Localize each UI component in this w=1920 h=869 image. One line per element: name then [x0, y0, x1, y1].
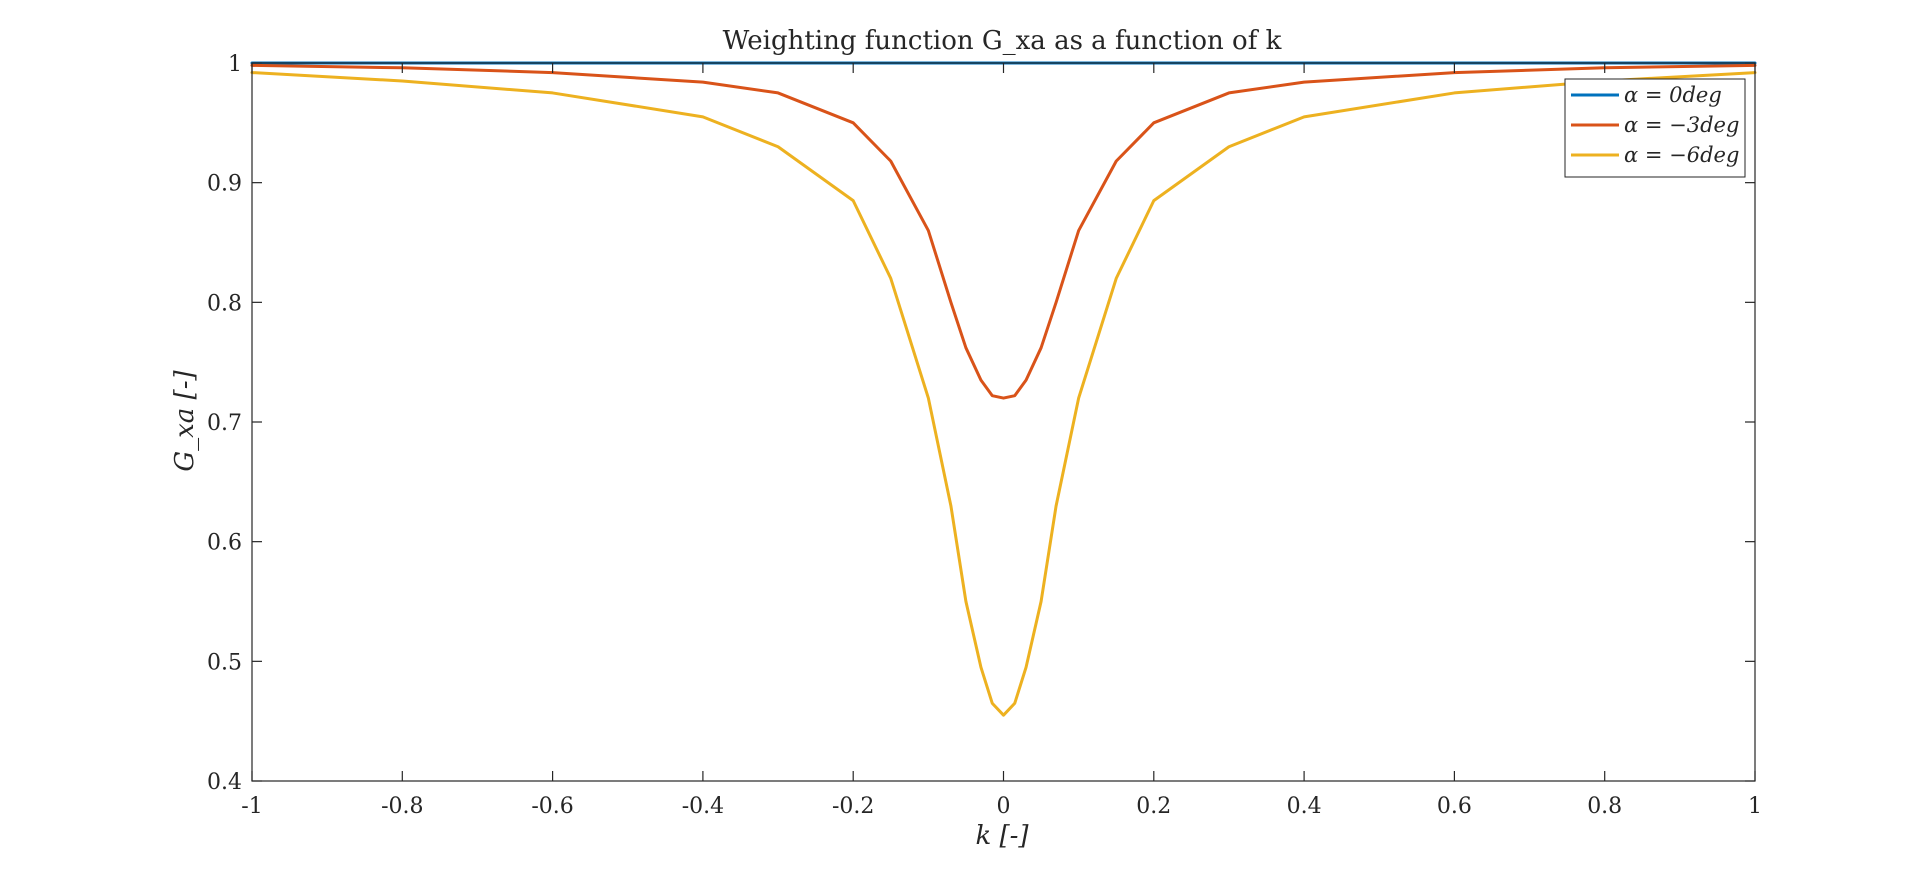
y-tick-label: 0.6 [207, 531, 242, 556]
y-tick-label: 0.7 [207, 411, 242, 436]
y-tick-label: 0.4 [207, 770, 242, 795]
series-line-2 [250, 63, 1757, 400]
legend-label-3: α = −6deg [1624, 143, 1739, 167]
x-tick-label: 1 [1748, 794, 1762, 819]
x-tick-label: -0.2 [832, 794, 874, 819]
x-tick-label: 0.4 [1287, 794, 1322, 819]
x-tick-label: 0.6 [1437, 794, 1472, 819]
x-tick-label: 0 [997, 794, 1011, 819]
x-tick-label: -1 [241, 794, 262, 819]
y-tick-label: 0.8 [207, 291, 242, 316]
y-axis-label: G_xa [-] [170, 370, 200, 472]
x-tick-label: 0.8 [1587, 794, 1622, 819]
y-tick-label: 0.9 [207, 172, 242, 197]
legend: α = 0deg α = −3deg α = −6deg [1564, 78, 1746, 178]
x-tick-label: -0.8 [381, 794, 423, 819]
legend-label-2: α = −3deg [1624, 113, 1739, 137]
chart-title: Weighting function G_xa as a function of… [723, 26, 1282, 56]
series-line-3 [250, 71, 1757, 717]
axis-layer: -1 -0.8 -0.6 -0.4 -0.2 0 0.2 0.4 0.6 0.8 1 0.4 0.5 0.… [207, 52, 1762, 819]
y-tick-label: 0.5 [207, 650, 242, 675]
x-tick-label: -0.6 [531, 794, 573, 819]
legend-label-1: α = 0deg [1624, 83, 1722, 107]
x-axis-label: k [-] [975, 821, 1029, 851]
plot-layer [250, 61, 1757, 717]
y-tick-label: 1 [228, 52, 242, 77]
x-tick-label: 0.2 [1136, 794, 1171, 819]
plot-frame [251, 62, 1756, 782]
x-tick-label: -0.4 [682, 794, 724, 819]
